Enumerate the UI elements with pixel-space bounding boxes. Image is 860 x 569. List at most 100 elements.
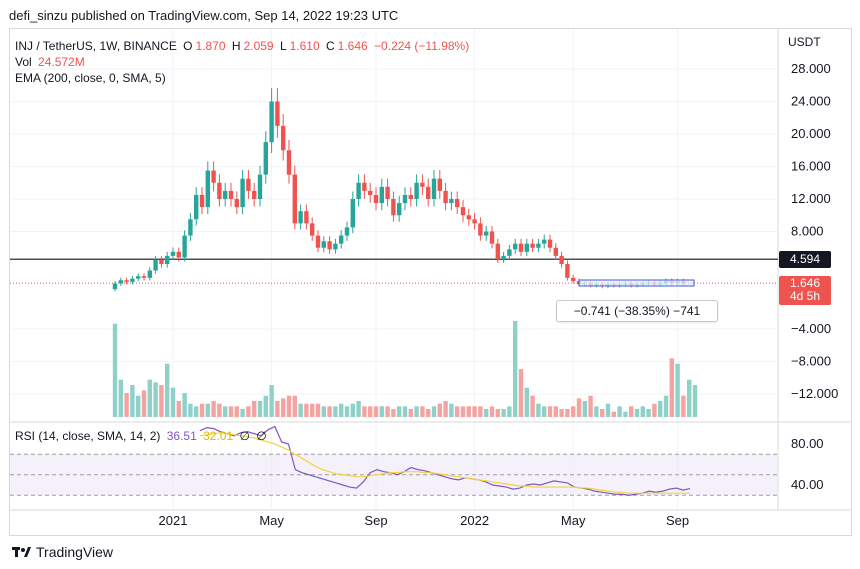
close-label: C xyxy=(326,39,335,53)
candle-body xyxy=(124,280,129,282)
x-tick-label: 2022 xyxy=(460,513,489,528)
volume-bar xyxy=(315,403,321,417)
open-label: O xyxy=(183,39,193,53)
candle-body xyxy=(310,223,315,236)
candle-body xyxy=(228,190,234,199)
rsi-tick-label: 80.00 xyxy=(791,436,824,451)
candle-body xyxy=(420,182,425,187)
volume-bar xyxy=(495,409,500,417)
change-value: −0.224 (−11.98%) xyxy=(374,39,470,53)
candle-body xyxy=(118,280,123,284)
volume-bar xyxy=(623,411,628,417)
x-tick-label: 2021 xyxy=(159,513,188,528)
candle-body xyxy=(147,270,152,278)
volume-bar xyxy=(466,406,471,417)
volume-bar xyxy=(397,406,402,417)
volume-bar xyxy=(223,406,228,417)
volume-bar xyxy=(281,398,286,417)
candle-body xyxy=(501,255,506,260)
volume-bar xyxy=(588,395,593,417)
volume-label[interactable]: Vol xyxy=(15,55,32,69)
volume-bar xyxy=(501,409,506,417)
volume-bar xyxy=(194,406,199,417)
volume-bar xyxy=(472,406,477,417)
candle-body xyxy=(507,249,512,256)
candle-body xyxy=(223,190,228,199)
candle-body xyxy=(234,199,239,208)
rsi-value: 36.51 xyxy=(166,429,197,443)
volume-bar xyxy=(240,409,245,417)
volume-bar xyxy=(373,406,379,417)
candle-body xyxy=(350,199,355,228)
candle-body xyxy=(460,207,466,216)
volume-bar xyxy=(629,406,634,417)
volume-bar xyxy=(460,406,466,417)
volume-bar xyxy=(298,403,303,417)
rsi-line xyxy=(199,425,691,496)
candle-body xyxy=(513,243,518,250)
volume-bar xyxy=(559,409,564,417)
volume-bar xyxy=(524,387,529,417)
candle-body xyxy=(333,243,338,250)
volume-bar xyxy=(333,406,338,417)
candle-body xyxy=(304,211,309,224)
candle-body xyxy=(524,243,529,252)
candle-body xyxy=(397,203,402,216)
volume-bar xyxy=(484,409,489,417)
candle-body xyxy=(373,194,379,204)
close-value: 1.646 xyxy=(337,39,368,53)
publish-header: defi_sinzu published on TradingView.com,… xyxy=(9,8,399,23)
volume-bar xyxy=(617,406,622,417)
tradingview-logo-icon xyxy=(12,546,31,558)
volume-bar xyxy=(321,406,326,417)
volume-bar xyxy=(687,379,692,417)
candle-body xyxy=(449,199,454,204)
volume-bar xyxy=(257,401,263,417)
currency-label: USDT xyxy=(788,35,821,49)
volume-bar xyxy=(391,409,396,417)
candle-body xyxy=(565,264,570,278)
volume-bar xyxy=(478,406,483,417)
tradingview-brand[interactable]: TradingView xyxy=(12,544,113,560)
price-tick-label: 24.000 xyxy=(791,94,831,109)
symbol-label[interactable]: INJ / TetherUS, 1W, BINANCE xyxy=(15,39,177,53)
volume-bar xyxy=(420,406,425,417)
volume-value: 24.572M xyxy=(38,55,85,69)
volume-bar xyxy=(339,403,344,417)
volume-bar xyxy=(147,379,152,417)
candle-body xyxy=(246,178,251,191)
candle-body xyxy=(136,276,141,279)
candle-body xyxy=(112,283,118,290)
volume-bar xyxy=(513,321,518,417)
rsi-sma-line xyxy=(199,432,691,494)
candle-body xyxy=(153,259,158,271)
volume-bar xyxy=(124,393,129,417)
volume-bar xyxy=(246,406,251,417)
price-tick-label: −8.000 xyxy=(791,354,831,369)
candle-body xyxy=(327,241,332,250)
volume-bar xyxy=(640,406,645,417)
candle-body xyxy=(281,125,286,151)
candle-body xyxy=(385,186,390,199)
price-tick-label: −12.000 xyxy=(791,386,838,401)
volume-bar xyxy=(252,401,257,417)
volume-bar xyxy=(530,395,535,417)
volume-bar xyxy=(170,387,176,417)
volume-bar xyxy=(408,409,413,417)
volume-bar xyxy=(681,395,686,417)
candle-body xyxy=(269,101,274,143)
volume-bar xyxy=(646,409,651,417)
rsi-sma-value: 32.01 xyxy=(203,429,234,443)
volume-bar xyxy=(431,406,437,417)
candle-body xyxy=(205,170,210,208)
volume-bar xyxy=(211,401,216,417)
candle-body xyxy=(292,174,297,224)
candle-body xyxy=(426,186,431,199)
candle-body xyxy=(391,199,396,216)
rsi-label[interactable]: RSI (14, close, SMA, 14, 2) xyxy=(15,429,161,443)
candle-body xyxy=(165,255,170,264)
rsi-null-1: ∅ xyxy=(239,429,250,443)
volume-bar xyxy=(553,406,558,417)
ema-label[interactable]: EMA (200, close, 0, SMA, 5) xyxy=(15,71,166,85)
